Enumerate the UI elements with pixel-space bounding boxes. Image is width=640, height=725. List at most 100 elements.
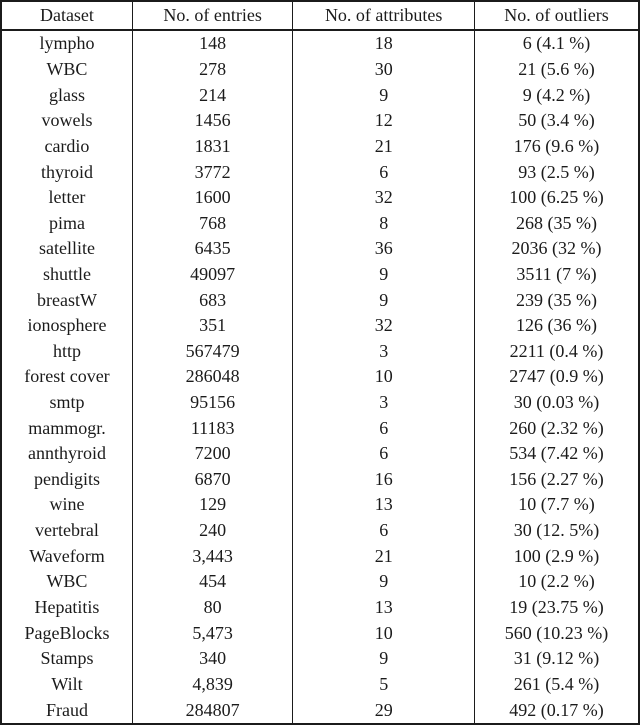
cell-dataset: pima (0, 210, 133, 237)
cell-attributes: 13 (292, 492, 475, 518)
cell-attributes: 9 (292, 569, 475, 595)
cell-attributes: 3 (292, 389, 475, 416)
cell-outliers: 261 (5.4 %) (473, 671, 640, 698)
cell-attributes: 6 (292, 517, 475, 544)
cell-attributes: 18 (292, 30, 475, 57)
cell-attributes: 3 (292, 338, 475, 365)
cell-entries: 129 (131, 492, 294, 518)
cell-attributes: 16 (292, 466, 475, 493)
cell-outliers: 31 (9.12 %) (473, 645, 640, 672)
table-row: PageBlocks 5,473 10 560 (10.23 %) (0, 620, 640, 646)
cell-outliers: 2747 (0.9 %) (473, 364, 640, 390)
table-row: letter 1600 32 100 (6.25 %) (0, 184, 640, 211)
cell-entries: 4,839 (131, 671, 294, 698)
cell-attributes: 13 (292, 594, 475, 621)
table-row: satellite 6435 36 2036 (32 %) (0, 236, 640, 262)
cell-outliers: 30 (0.03 %) (473, 389, 640, 416)
cell-dataset: glass (0, 82, 133, 109)
cell-dataset: WBC (0, 569, 133, 595)
table-row: thyroid 3772 6 93 (2.5 %) (0, 159, 640, 185)
cell-entries: 95156 (131, 389, 294, 416)
cell-entries: 5,473 (131, 620, 294, 646)
cell-attributes: 21 (292, 543, 475, 570)
cell-attributes: 10 (292, 620, 475, 646)
cell-entries: 567479 (131, 338, 294, 365)
table-row: forest cover 286048 10 2747 (0.9 %) (0, 364, 640, 390)
cell-entries: 148 (131, 30, 294, 57)
cell-dataset: letter (0, 184, 133, 211)
cell-attributes: 32 (292, 312, 475, 339)
cell-dataset: Hepatitis (0, 594, 133, 621)
cell-dataset: Stamps (0, 645, 133, 672)
cell-outliers: 30 (12. 5%) (473, 517, 640, 544)
cell-dataset: annthyroid (0, 440, 133, 467)
cell-outliers: 9 (4.2 %) (473, 82, 640, 109)
cell-entries: 3,443 (131, 543, 294, 570)
cell-outliers: 534 (7.42 %) (473, 440, 640, 467)
table-row: annthyroid 7200 6 534 (7.42 %) (0, 440, 640, 467)
table-row: breastW 683 9 239 (35 %) (0, 287, 640, 313)
cell-outliers: 10 (2.2 %) (473, 569, 640, 595)
cell-outliers: 268 (35 %) (473, 210, 640, 237)
cell-entries: 1600 (131, 184, 294, 211)
cell-entries: 286048 (131, 364, 294, 390)
table-row: pendigits 6870 16 156 (2.27 %) (0, 466, 640, 493)
cell-entries: 454 (131, 569, 294, 595)
cell-entries: 683 (131, 287, 294, 313)
table-row: lympho 148 18 6 (4.1 %) (0, 30, 640, 57)
cell-outliers: 560 (10.23 %) (473, 620, 640, 646)
cell-entries: 80 (131, 594, 294, 621)
cell-attributes: 30 (292, 56, 475, 83)
cell-attributes: 10 (292, 364, 475, 390)
table-body: lympho 148 18 6 (4.1 %) WBC 278 30 21 (5.6 %) gl… (0, 30, 640, 724)
column-header-attributes: No. of attributes (292, 1, 475, 31)
cell-dataset: PageBlocks (0, 620, 133, 646)
cell-attributes: 9 (292, 82, 475, 109)
column-header-outliers: No. of outliers (473, 1, 640, 31)
cell-outliers: 21 (5.6 %) (473, 56, 640, 83)
table-row: Waveform 3,443 21 100 (2.9 %) (0, 543, 640, 570)
column-header-entries: No. of entries (131, 1, 294, 31)
cell-dataset: WBC (0, 56, 133, 83)
table-row: Hepatitis 80 13 19 (23.75 %) (0, 594, 640, 621)
table-row: wine 129 13 10 (7.7 %) (0, 492, 640, 518)
cell-entries: 3772 (131, 159, 294, 185)
cell-entries: 240 (131, 517, 294, 544)
cell-entries: 1831 (131, 133, 294, 160)
cell-entries: 6435 (131, 236, 294, 262)
cell-outliers: 2211 (0.4 %) (473, 338, 640, 365)
cell-attributes: 12 (292, 108, 475, 134)
cell-attributes: 6 (292, 159, 475, 185)
cell-dataset: forest cover (0, 364, 133, 390)
cell-dataset: pendigits (0, 466, 133, 493)
cell-entries: 284807 (131, 697, 294, 724)
cell-entries: 351 (131, 312, 294, 339)
header-row: Dataset No. of entries No. of attributes… (0, 1, 640, 31)
cell-dataset: smtp (0, 389, 133, 416)
table-row: vowels 1456 12 50 (3.4 %) (0, 108, 640, 134)
cell-dataset: cardio (0, 133, 133, 160)
table-row: Stamps 340 9 31 (9.12 %) (0, 645, 640, 672)
cell-dataset: breastW (0, 287, 133, 313)
table-row: Fraud 284807 29 492 (0.17 %) (0, 697, 640, 724)
cell-dataset: shuttle (0, 261, 133, 288)
cell-outliers: 239 (35 %) (473, 287, 640, 313)
cell-attributes: 21 (292, 133, 475, 160)
cell-entries: 7200 (131, 440, 294, 467)
table-row: mammogr. 11183 6 260 (2.32 %) (0, 415, 640, 441)
cell-entries: 278 (131, 56, 294, 83)
cell-outliers: 176 (9.6 %) (473, 133, 640, 160)
table-row: WBC 278 30 21 (5.6 %) (0, 56, 640, 83)
cell-outliers: 93 (2.5 %) (473, 159, 640, 185)
cell-entries: 768 (131, 210, 294, 237)
cell-dataset: vowels (0, 108, 133, 134)
cell-entries: 340 (131, 645, 294, 672)
cell-dataset: thyroid (0, 159, 133, 185)
cell-entries: 1456 (131, 108, 294, 134)
cell-attributes: 6 (292, 440, 475, 467)
table-row: ionosphere 351 32 126 (36 %) (0, 312, 640, 339)
cell-outliers: 260 (2.32 %) (473, 415, 640, 441)
table-row: pima 768 8 268 (35 %) (0, 210, 640, 237)
cell-dataset: http (0, 338, 133, 365)
